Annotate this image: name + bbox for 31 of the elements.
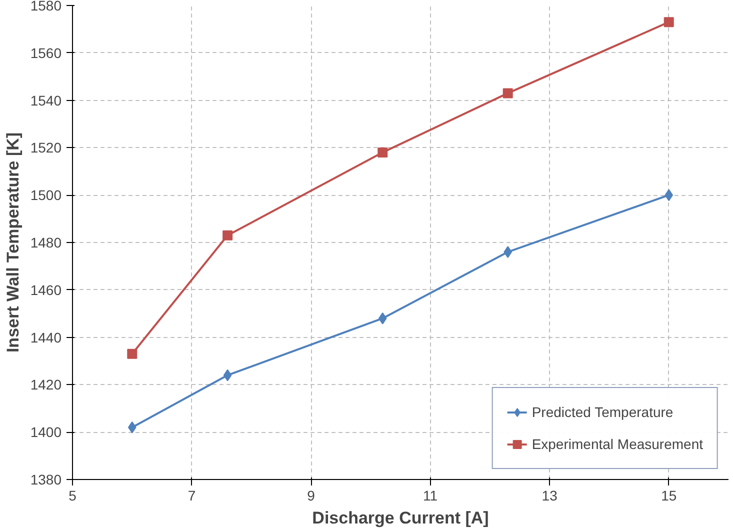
- y-tick-label: 1480: [30, 234, 62, 250]
- y-tick-label: 1560: [30, 44, 62, 61]
- x-tick-label: 9: [307, 488, 316, 504]
- x-tick-label: 11: [423, 488, 438, 504]
- y-tick-label: 1420: [30, 376, 62, 393]
- point: [378, 312, 387, 324]
- y-tick-label: 1500: [30, 187, 62, 204]
- y-tick-label: 1580: [30, 0, 62, 14]
- legend-label: Experimental Measurement: [532, 436, 703, 452]
- y-tick-label: 1520: [30, 140, 62, 156]
- point: [502, 88, 513, 98]
- y-tick-label: 1460: [30, 282, 62, 298]
- point: [127, 348, 138, 359]
- x-axis-title: Discharge Current [A]: [312, 508, 489, 528]
- y-axis-title: Insert Wall Temperature [K]: [3, 132, 22, 353]
- legend-label: Predicted Temperature: [532, 404, 674, 420]
- point: [128, 421, 136, 434]
- y-tick-label: 1380: [30, 472, 62, 488]
- point: [664, 17, 674, 28]
- y-tick-label: 1400: [30, 424, 62, 440]
- x-tick-label: 5: [68, 488, 77, 504]
- point: [378, 147, 388, 158]
- point: [222, 230, 233, 240]
- x-tick-label: 15: [661, 488, 677, 504]
- x-tick-label: 7: [188, 488, 196, 504]
- y-tick-label: 1540: [30, 92, 62, 108]
- x-tick-label: 13: [542, 488, 558, 504]
- point: [504, 246, 512, 258]
- point: [223, 369, 232, 382]
- point: [664, 189, 674, 202]
- y-tick-label: 1440: [30, 329, 62, 346]
